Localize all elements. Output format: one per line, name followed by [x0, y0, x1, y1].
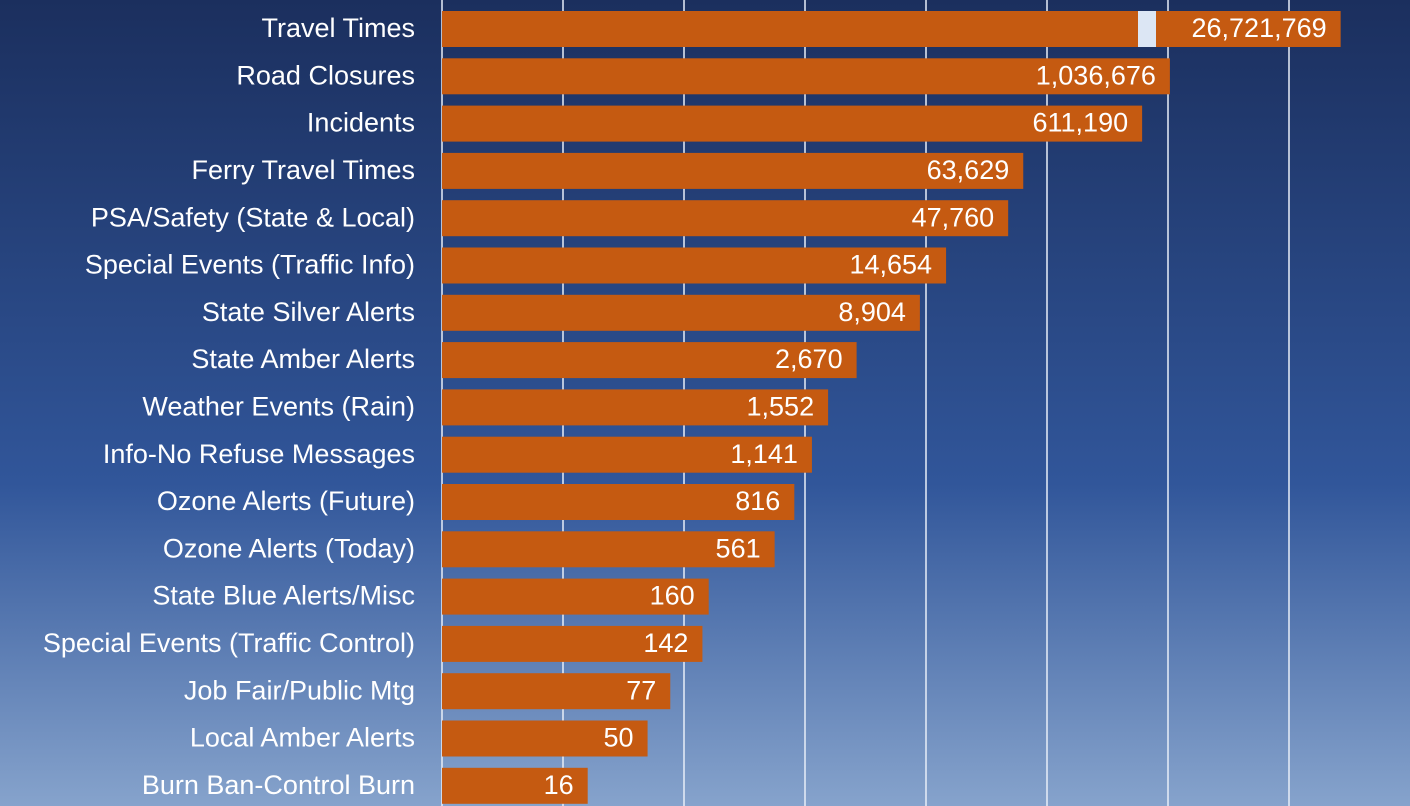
- bar: [442, 58, 1170, 95]
- bar: [442, 578, 709, 615]
- value-label: 2,670: [775, 344, 843, 374]
- bar: [442, 531, 775, 568]
- category-label: Info-No Refuse Messages: [103, 439, 415, 469]
- value-label: 14,654: [849, 250, 932, 280]
- category-label: State Blue Alerts/Misc: [152, 581, 415, 611]
- category-label: Travel Times: [261, 13, 415, 43]
- bar: [442, 200, 1009, 237]
- value-label: 50: [604, 723, 634, 753]
- bar: [442, 436, 812, 473]
- value-label: 561: [716, 533, 761, 563]
- value-label: 1,552: [747, 392, 815, 422]
- category-label: Burn Ban-Control Burn: [142, 770, 415, 800]
- value-label: 47,760: [912, 202, 995, 232]
- category-label: Weather Events (Rain): [142, 392, 415, 422]
- axis-break: [1138, 11, 1156, 47]
- value-label: 63,629: [927, 155, 1010, 185]
- bar: [442, 342, 857, 379]
- bar: [442, 767, 588, 804]
- bar: [442, 152, 1024, 189]
- value-label: 1,141: [730, 439, 798, 469]
- category-label: Ozone Alerts (Today): [163, 533, 415, 563]
- value-label: 160: [650, 581, 695, 611]
- value-label: 26,721,769: [1192, 13, 1327, 43]
- value-label: 611,190: [1033, 108, 1129, 138]
- bar: [442, 294, 920, 331]
- category-label: Ferry Travel Times: [191, 155, 415, 185]
- bar: [442, 247, 947, 284]
- bar: [442, 484, 795, 520]
- value-label: 77: [626, 675, 656, 705]
- category-label: State Amber Alerts: [191, 344, 415, 374]
- bar: [442, 11, 1341, 47]
- bar: [442, 720, 648, 757]
- category-label: Special Events (Traffic Control): [43, 628, 415, 658]
- category-label: Local Amber Alerts: [190, 723, 415, 753]
- category-label: Special Events (Traffic Info): [85, 250, 415, 280]
- category-label: State Silver Alerts: [202, 297, 415, 327]
- bar: [442, 625, 703, 662]
- bar: [442, 105, 1143, 142]
- category-label: Ozone Alerts (Future): [157, 486, 415, 516]
- bar: [442, 673, 671, 710]
- bar: [442, 389, 829, 426]
- category-label: PSA/Safety (State & Local): [91, 202, 415, 232]
- category-label: Job Fair/Public Mtg: [184, 675, 415, 705]
- category-label: Incidents: [307, 108, 415, 138]
- value-label: 816: [735, 486, 780, 516]
- category-label: Road Closures: [236, 60, 415, 90]
- value-label: 1,036,676: [1036, 60, 1156, 90]
- value-label: 142: [643, 628, 688, 658]
- value-label: 8,904: [838, 297, 906, 327]
- value-label: 16: [544, 770, 574, 800]
